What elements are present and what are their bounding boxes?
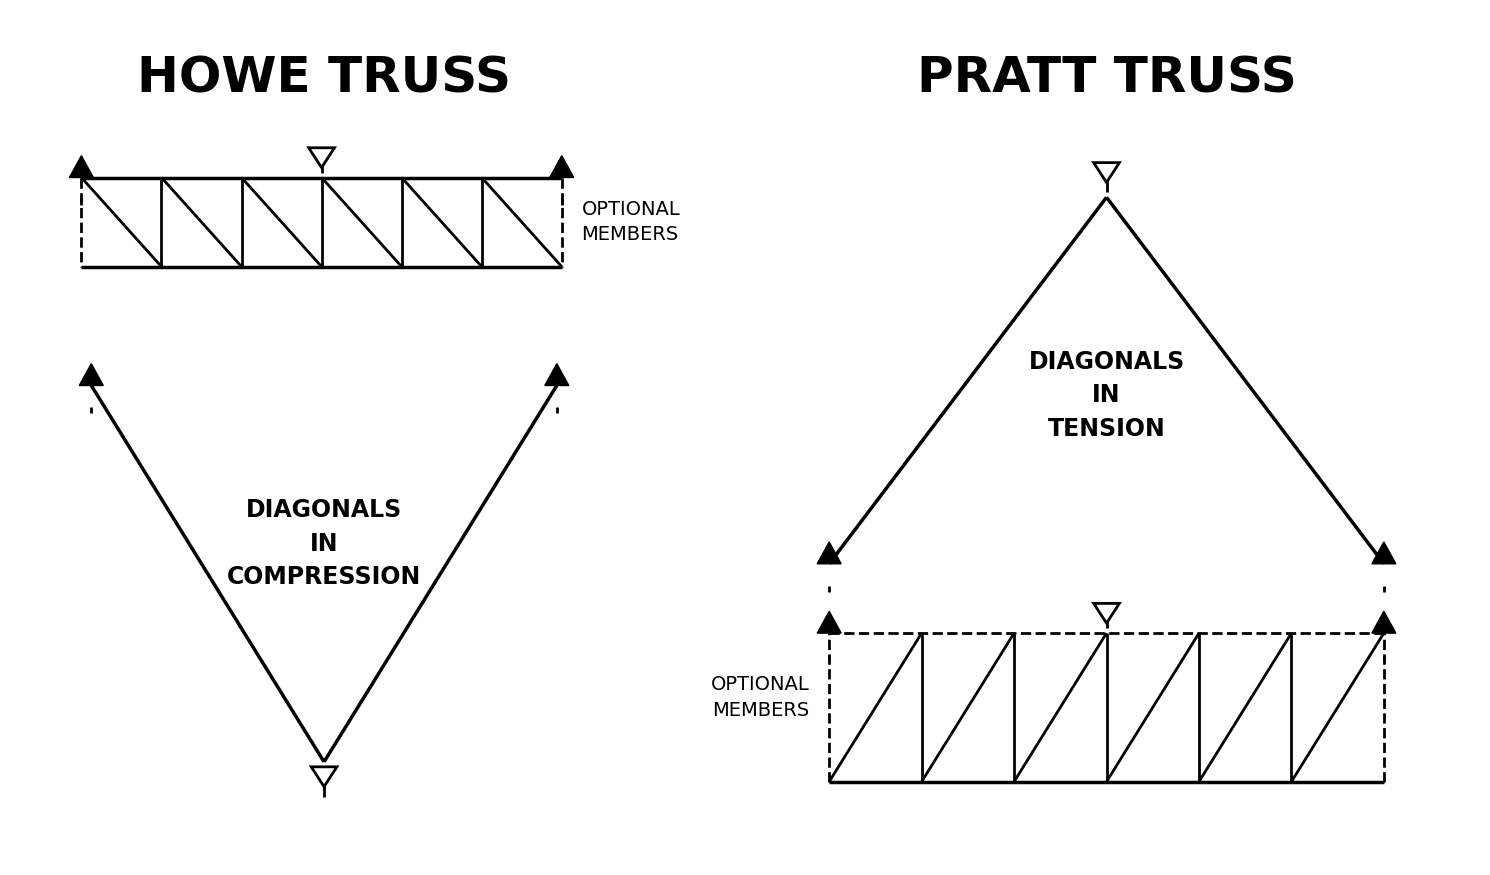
- Polygon shape: [70, 156, 94, 178]
- Polygon shape: [1372, 542, 1396, 564]
- Text: DIAGONALS
IN
TENSION: DIAGONALS IN TENSION: [1028, 350, 1185, 441]
- Polygon shape: [1372, 612, 1396, 634]
- Text: HOWE TRUSS: HOWE TRUSS: [137, 54, 511, 102]
- Text: OPTIONAL
MEMBERS: OPTIONAL MEMBERS: [581, 200, 681, 244]
- Polygon shape: [550, 156, 574, 178]
- Polygon shape: [817, 542, 842, 564]
- Text: OPTIONAL
MEMBERS: OPTIONAL MEMBERS: [711, 676, 809, 719]
- Polygon shape: [308, 148, 334, 168]
- Polygon shape: [545, 364, 569, 386]
- Polygon shape: [1094, 163, 1119, 183]
- Polygon shape: [817, 612, 842, 634]
- Polygon shape: [79, 364, 103, 386]
- Polygon shape: [1094, 604, 1119, 623]
- Text: DIAGONALS
IN
COMPRESSION: DIAGONALS IN COMPRESSION: [226, 499, 422, 590]
- Text: PRATT TRUSS: PRATT TRUSS: [916, 54, 1296, 102]
- Polygon shape: [311, 766, 337, 787]
